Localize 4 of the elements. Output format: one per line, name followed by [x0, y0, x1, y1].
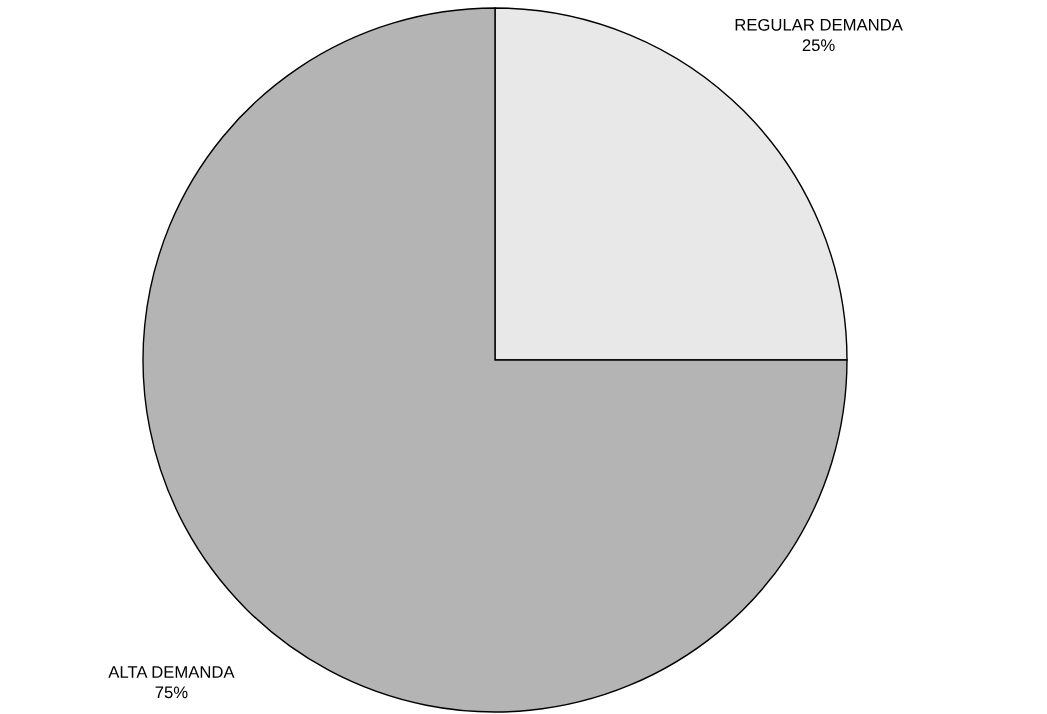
slice-label: REGULAR DEMANDA: [735, 18, 903, 31]
data-label: 25%: [802, 39, 835, 52]
data-label: 75%: [155, 686, 188, 699]
slice-label: ALTA DEMANDA: [108, 666, 235, 678]
